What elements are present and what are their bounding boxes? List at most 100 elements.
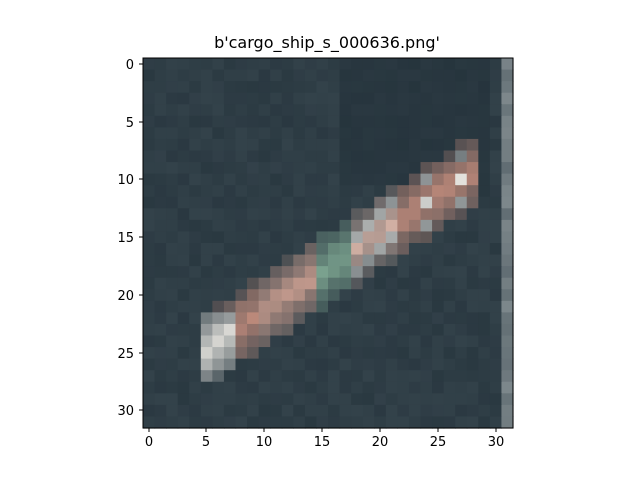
image-pixel	[143, 115, 156, 128]
image-pixel	[247, 393, 260, 406]
image-pixel	[247, 312, 260, 325]
image-pixel	[489, 138, 503, 152]
image-pixel	[189, 81, 202, 94]
image-pixel	[212, 219, 225, 233]
image-pixel	[478, 323, 491, 337]
image-pixel	[258, 358, 271, 371]
image-pixel	[408, 162, 422, 175]
image-pixel	[328, 115, 341, 128]
image-pixel	[432, 277, 445, 290]
image-pixel	[443, 404, 456, 418]
image-pixel	[166, 277, 179, 290]
image-pixel	[374, 335, 387, 348]
image-pixel	[293, 300, 306, 313]
image-pixel	[154, 381, 167, 394]
image-pixel	[293, 173, 306, 186]
image-pixel	[501, 231, 514, 244]
image-pixel	[293, 138, 306, 152]
image-pixel	[328, 393, 341, 406]
image-pixel	[397, 393, 410, 406]
image-pixel	[235, 58, 248, 71]
image-pixel	[374, 219, 387, 233]
image-pixel	[362, 404, 375, 418]
image-pixel	[489, 208, 503, 221]
image-pixel	[200, 115, 213, 128]
image-pixel	[223, 266, 237, 279]
image-pixel	[281, 138, 294, 152]
image-pixel	[200, 323, 213, 337]
image-pixel	[455, 196, 468, 209]
image-pixel	[293, 115, 306, 128]
image-pixel	[374, 58, 387, 71]
image-pixel	[200, 404, 213, 418]
image-pixel	[304, 312, 318, 325]
image-pixel	[489, 393, 503, 406]
image-pixel	[223, 150, 237, 163]
image-pixel	[397, 208, 410, 221]
image-pixel	[478, 289, 491, 302]
image-pixel	[212, 104, 225, 117]
image-pixel	[212, 370, 225, 383]
image-pixel	[432, 92, 445, 105]
image-pixel	[223, 347, 237, 360]
image-pixel	[177, 173, 190, 186]
image-pixel	[270, 335, 283, 348]
image-pixel	[212, 289, 225, 302]
image-pixel	[235, 370, 248, 383]
image-pixel	[374, 127, 387, 140]
image-pixel	[408, 115, 422, 128]
image-pixel	[189, 404, 202, 418]
image-pixel	[443, 381, 456, 394]
image-pixel	[362, 196, 375, 209]
image-pixel	[501, 208, 514, 221]
image-pixel	[166, 404, 179, 418]
image-pixel	[432, 266, 445, 279]
image-pixel	[328, 404, 341, 418]
image-pixel	[420, 196, 433, 209]
image-pixel	[154, 138, 167, 152]
image-pixel	[247, 277, 260, 290]
image-pixel	[408, 404, 422, 418]
image-pixel	[316, 69, 329, 82]
image-pixel	[270, 243, 283, 256]
image-pixel	[200, 173, 213, 186]
image-pixel	[281, 173, 294, 186]
image-pixel	[501, 347, 514, 360]
image-pixel	[270, 104, 283, 117]
image-pixel	[501, 92, 514, 105]
image-pixel	[385, 58, 398, 71]
image-pixel	[362, 69, 375, 82]
image-pixel	[166, 173, 179, 186]
image-pixel	[420, 185, 433, 198]
image-pixel	[432, 254, 445, 267]
image-pixel	[247, 162, 260, 175]
image-pixel	[316, 312, 329, 325]
image-pixel	[247, 138, 260, 152]
pixel-image	[143, 58, 514, 429]
image-pixel	[154, 104, 167, 117]
image-pixel	[328, 370, 341, 383]
image-pixel	[420, 335, 433, 348]
image-pixel	[270, 381, 283, 394]
image-pixel	[339, 254, 352, 267]
image-pixel	[293, 69, 306, 82]
image-pixel	[466, 347, 479, 360]
image-pixel	[351, 69, 364, 82]
image-pixel	[293, 81, 306, 94]
image-pixel	[293, 347, 306, 360]
image-pixel	[258, 381, 271, 394]
image-pixel	[293, 104, 306, 117]
image-pixel	[166, 81, 179, 94]
image-pixel	[177, 289, 190, 302]
image-pixel	[455, 81, 468, 94]
image-pixel	[304, 243, 318, 256]
image-pixel	[281, 208, 294, 221]
image-pixel	[420, 150, 433, 163]
image-pixel	[351, 312, 364, 325]
image-pixel	[328, 358, 341, 371]
image-pixel	[316, 416, 329, 429]
image-pixel	[328, 347, 341, 360]
image-pixel	[501, 243, 514, 256]
image-pixel	[397, 219, 410, 233]
image-pixel	[281, 289, 294, 302]
